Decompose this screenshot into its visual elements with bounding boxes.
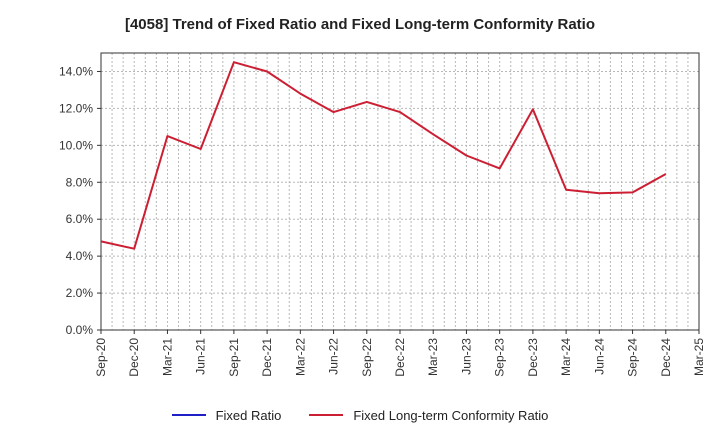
y-tick-label: 12.0% (59, 101, 93, 115)
x-tick-label: Mar-21 (160, 338, 174, 376)
x-tick-label: Sep-23 (493, 338, 507, 377)
x-tick-label: Mar-22 (293, 338, 307, 376)
x-tick-label: Sep-20 (94, 338, 108, 377)
series-line-fixed-long-term-conformity-ratio (100, 61, 667, 250)
legend-item-fixed-long-term-conformity-ratio: Fixed Long-term Conformity Ratio (309, 408, 548, 423)
x-tick-label: Jun-24 (592, 338, 606, 375)
legend-label-fixed-ratio: Fixed Ratio (215, 407, 282, 423)
x-tick-label: Mar-24 (559, 338, 573, 376)
x-tick-label: Dec-24 (659, 338, 673, 377)
x-tick-label: Dec-20 (127, 338, 141, 377)
y-tick-label: 8.0% (66, 175, 94, 189)
x-tick-label: Sep-24 (626, 338, 640, 377)
x-tick-label: Jun-21 (194, 338, 208, 375)
x-tick-label: Sep-21 (227, 338, 241, 377)
y-tick-label: 6.0% (66, 212, 94, 226)
y-tick-label: 2.0% (66, 286, 94, 300)
x-tick-label: Dec-23 (526, 338, 540, 377)
x-tick-label: Mar-23 (426, 338, 440, 376)
legend-swatch-fixed-long-term-conformity-ratio (309, 414, 344, 416)
x-tick-label: Dec-21 (260, 338, 274, 377)
x-tick-label: Sep-22 (360, 338, 374, 377)
y-tick-label: 10.0% (59, 138, 93, 152)
x-tick-label: Dec-22 (393, 338, 407, 377)
legend-item-fixed-ratio: Fixed Ratio (171, 407, 282, 423)
x-tick-label: Mar-25 (692, 338, 706, 376)
y-tick-label: 4.0% (66, 249, 94, 263)
x-tick-label: Jun-22 (327, 338, 341, 375)
x-tick-label: Jun-23 (459, 338, 473, 375)
y-tick-label: 14.0% (59, 64, 93, 78)
legend: Fixed Ratio Fixed Long-term Conformity R… (0, 406, 720, 424)
chart-title: [4058] Trend of Fixed Ratio and Fixed Lo… (124, 16, 596, 33)
plot-area (101, 53, 699, 330)
legend-label-fixed-long-term-conformity-ratio: Fixed Long-term Conformity Ratio (353, 407, 549, 423)
y-tick-label: 0.0% (66, 323, 94, 337)
legend-swatch-fixed-ratio (171, 414, 206, 416)
